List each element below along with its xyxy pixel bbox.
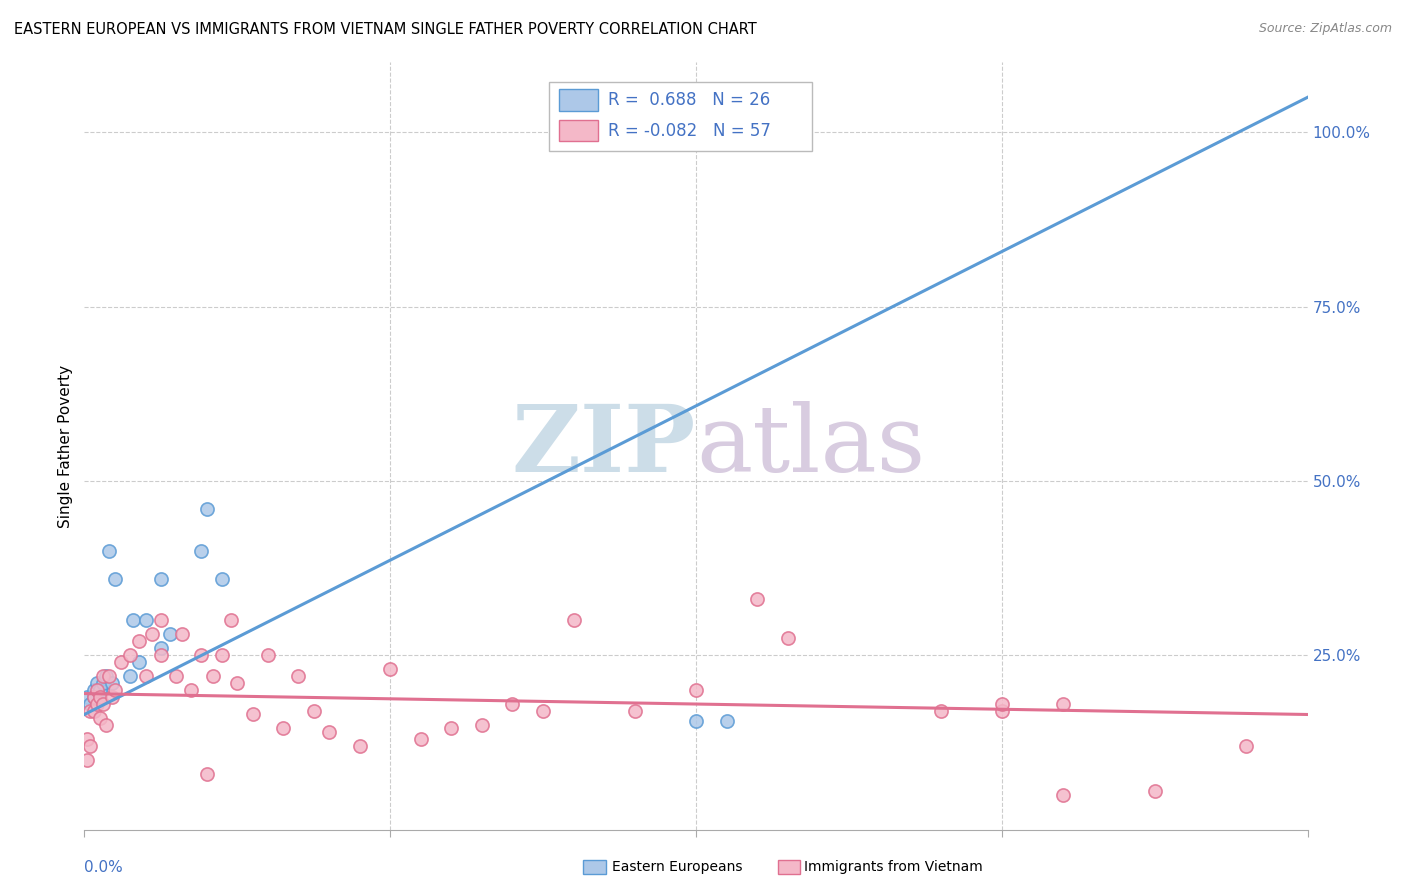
Point: [122, 613, 145, 627]
Point: [271, 722, 294, 736]
Point: [562, 613, 585, 627]
Point: [190, 543, 212, 558]
Point: [91, 697, 114, 711]
Point: [76, 690, 98, 704]
Point: [211, 648, 233, 663]
Point: [76, 731, 98, 746]
Point: [135, 613, 157, 627]
Point: [776, 631, 799, 645]
Point: [149, 572, 172, 586]
Point: [83, 704, 105, 718]
Point: [89, 683, 111, 698]
Point: [86, 676, 108, 690]
Point: [302, 704, 325, 718]
Point: [257, 648, 280, 663]
Point: [110, 655, 132, 669]
Point: [1236, 739, 1258, 753]
FancyBboxPatch shape: [560, 120, 598, 142]
Point: [180, 683, 202, 698]
Point: [101, 676, 124, 690]
Point: [201, 669, 224, 683]
Point: [104, 572, 127, 586]
Point: [89, 683, 111, 698]
Point: [1143, 784, 1166, 798]
Point: [349, 739, 371, 753]
Text: atlas: atlas: [696, 401, 925, 491]
Point: [83, 690, 105, 704]
Text: Immigrants from Vietnam: Immigrants from Vietnam: [804, 860, 983, 874]
Point: [318, 725, 340, 739]
Point: [89, 690, 111, 704]
Point: [104, 683, 127, 698]
Point: [149, 648, 172, 663]
Point: [141, 627, 163, 641]
Point: [195, 766, 218, 780]
Point: [531, 704, 554, 718]
Point: [747, 592, 769, 607]
Point: [1052, 788, 1074, 802]
Point: [91, 669, 114, 683]
Point: [76, 753, 98, 767]
Point: [79, 704, 101, 718]
Point: [159, 627, 181, 641]
Point: [929, 704, 952, 718]
Text: EASTERN EUROPEAN VS IMMIGRANTS FROM VIETNAM SINGLE FATHER POVERTY CORRELATION CH: EASTERN EUROPEAN VS IMMIGRANTS FROM VIET…: [14, 22, 756, 37]
Point: [195, 501, 218, 516]
Point: [86, 697, 108, 711]
Point: [287, 669, 309, 683]
Point: [83, 690, 105, 704]
Point: [165, 669, 187, 683]
Point: [991, 704, 1014, 718]
Point: [172, 627, 194, 641]
Point: [120, 648, 142, 663]
Text: R =  0.688   N = 26: R = 0.688 N = 26: [607, 91, 770, 109]
Point: [135, 669, 157, 683]
Text: R = -0.082   N = 57: R = -0.082 N = 57: [607, 121, 770, 140]
Point: [685, 714, 707, 729]
Point: [86, 683, 108, 698]
Point: [1052, 697, 1074, 711]
Point: [79, 739, 101, 753]
Point: [226, 676, 249, 690]
Point: [685, 683, 707, 698]
Point: [149, 613, 172, 627]
Point: [190, 648, 212, 663]
Point: [380, 662, 402, 676]
Text: Source: ZipAtlas.com: Source: ZipAtlas.com: [1258, 22, 1392, 36]
FancyBboxPatch shape: [550, 81, 813, 151]
Point: [219, 613, 242, 627]
Point: [120, 669, 142, 683]
Point: [89, 690, 111, 704]
Point: [83, 683, 105, 698]
Point: [716, 714, 738, 729]
Point: [89, 711, 111, 725]
Point: [79, 697, 101, 711]
Point: [91, 676, 114, 690]
Text: 0.0%: 0.0%: [84, 860, 124, 875]
Point: [101, 690, 124, 704]
Point: [128, 655, 150, 669]
Point: [502, 697, 524, 711]
Point: [97, 543, 120, 558]
Text: Eastern Europeans: Eastern Europeans: [612, 860, 742, 874]
Point: [440, 722, 463, 736]
Point: [242, 707, 264, 722]
Point: [624, 704, 647, 718]
Text: ZIP: ZIP: [512, 401, 696, 491]
Point: [149, 641, 172, 656]
Point: [97, 669, 120, 683]
Point: [409, 731, 432, 746]
Point: [94, 718, 117, 732]
Point: [128, 634, 150, 648]
Point: [94, 669, 117, 683]
Point: [991, 697, 1014, 711]
Point: [211, 572, 233, 586]
Y-axis label: Single Father Poverty: Single Father Poverty: [58, 365, 73, 527]
Point: [471, 718, 494, 732]
FancyBboxPatch shape: [560, 89, 598, 111]
